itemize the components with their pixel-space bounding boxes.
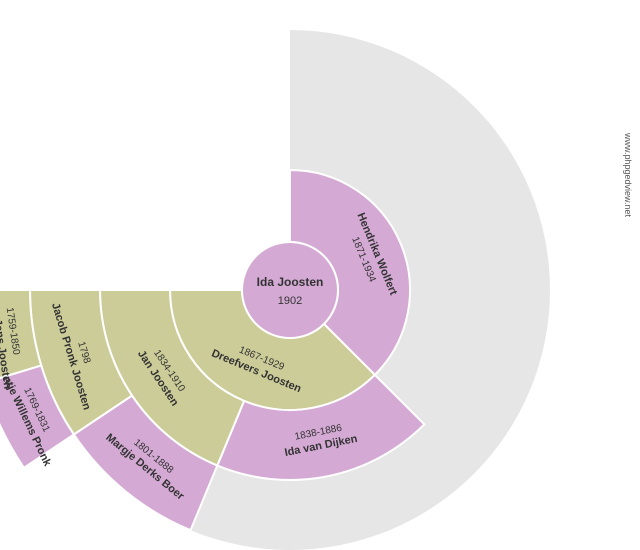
- center-name: Ida Joosten: [257, 275, 324, 289]
- center-person[interactable]: [242, 242, 338, 338]
- credit-text: www.phpgedview.net: [623, 132, 633, 218]
- center-dates: 1902: [278, 295, 302, 307]
